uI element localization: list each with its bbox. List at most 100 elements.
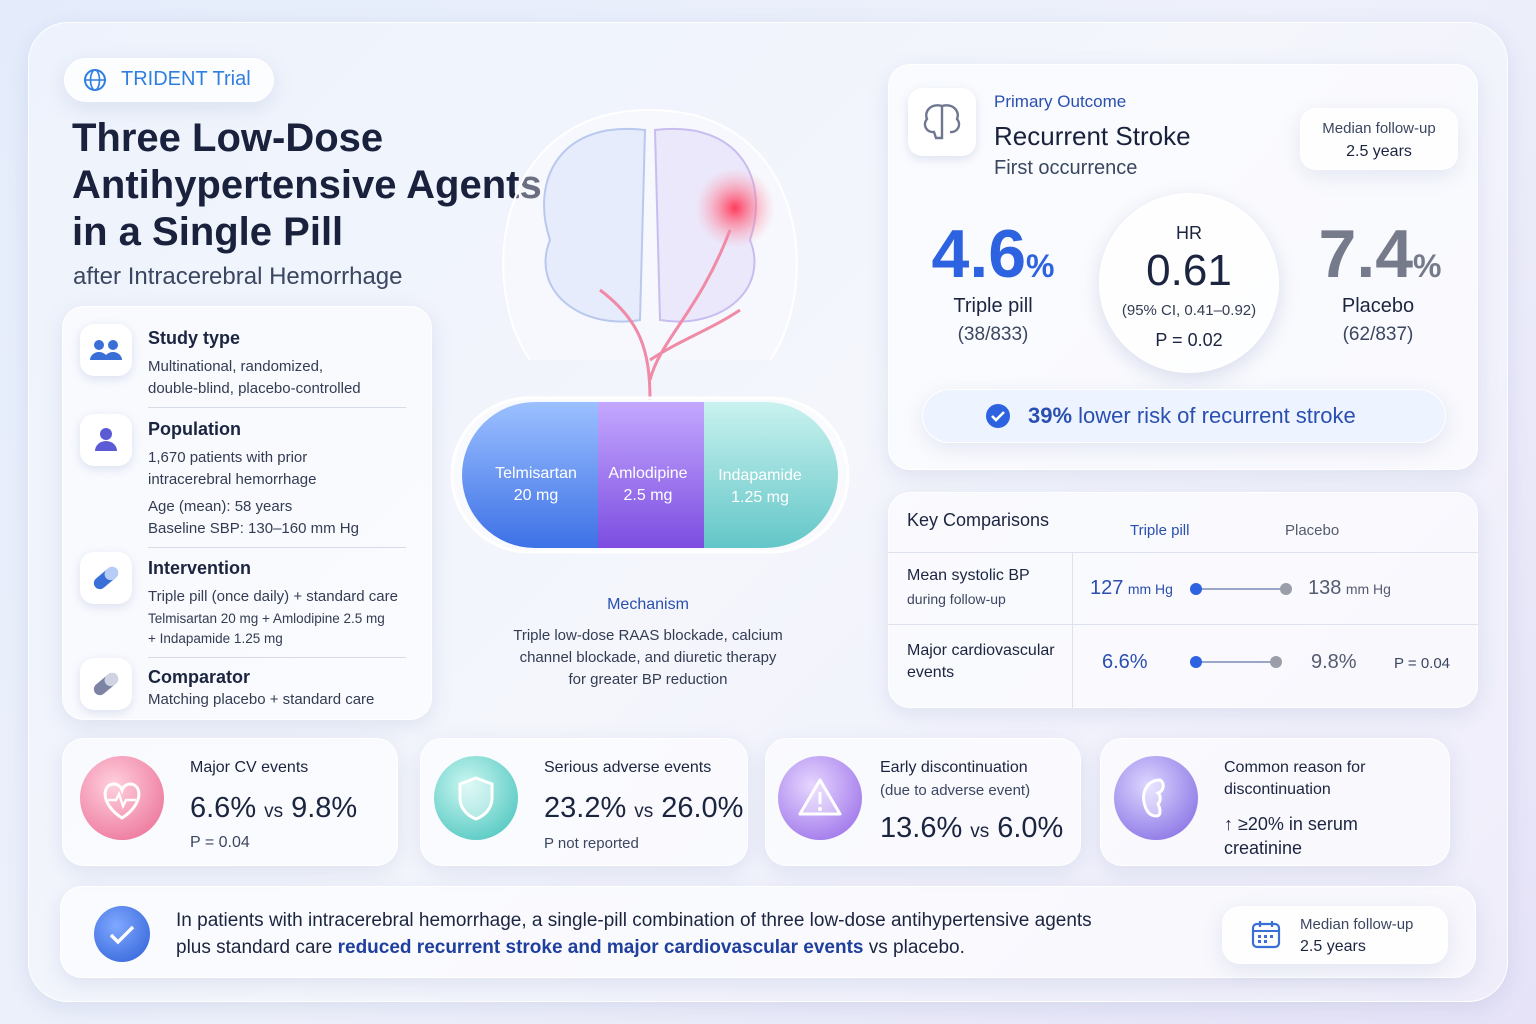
stat-title: Serious adverse events — [544, 759, 712, 776]
triple-value: 6.6% — [1102, 651, 1148, 673]
drug: Indapamide — [718, 467, 802, 484]
follow-up-label: Median follow-up — [1300, 916, 1414, 933]
risk-text: 39% lower risk of recurrent stroke — [1028, 403, 1356, 429]
item-title: Study type — [148, 328, 241, 348]
arm-name: Placebo — [1341, 295, 1415, 317]
text: lower risk of recurrent stroke — [1078, 403, 1356, 428]
stat-note: P = 0.04 — [190, 834, 250, 851]
outcome-title: Recurrent Stroke — [994, 121, 1191, 151]
hr-p: P = 0.02 — [1155, 330, 1223, 350]
text: plus standard care — [176, 937, 333, 958]
vs: vs — [970, 821, 990, 842]
stat-values: 6.6% vs 9.8% — [190, 792, 357, 825]
heart-icon — [80, 756, 164, 840]
stat-title: discontinuation — [1224, 781, 1331, 798]
hr-circle — [1099, 193, 1279, 373]
title: in a Single Pill — [72, 210, 344, 254]
calendar-icon — [1251, 921, 1281, 949]
hr-value: 0.61 — [1146, 246, 1232, 295]
stat-values: 13.6% vs 6.0% — [880, 812, 1063, 845]
item-small: + Indapamide 1.25 mg — [148, 631, 283, 646]
comparison-slider — [1190, 656, 1282, 668]
item-text: intracerebral hemorrhage — [148, 471, 317, 488]
value: 4.6 — [931, 216, 1027, 292]
value-b: 26.0% — [661, 792, 744, 824]
icon — [80, 658, 132, 710]
item-text: 1,670 patients with prior — [148, 449, 308, 466]
stat-values: 23.2% vs 26.0% — [544, 792, 743, 825]
comparisons-title: Key Comparisons — [907, 510, 1050, 530]
separator — [148, 407, 406, 408]
unit: % — [1413, 248, 1442, 284]
row-divider — [888, 552, 1478, 553]
stat-text: creatinine — [1224, 838, 1303, 858]
item-text: Triple pill (once daily) + standard care — [148, 588, 398, 605]
separator — [148, 657, 406, 658]
col-divider — [1072, 552, 1073, 708]
text: vs placebo. — [868, 937, 965, 958]
follow-up-box — [1300, 108, 1458, 170]
icon — [80, 414, 132, 466]
subtitle: after Intracerebral Hemorrhage — [73, 263, 403, 290]
mechanism-title: Mechanism — [607, 596, 689, 613]
line: for greater BP reduction — [568, 671, 728, 688]
value-a: 23.2% — [544, 792, 627, 824]
warning-icon — [778, 756, 862, 840]
item-text: double-blind, placebo-controlled — [148, 380, 361, 397]
value-b: 6.0% — [997, 812, 1064, 844]
stat-title: Common reason for — [1224, 759, 1366, 776]
col-header: Placebo — [1285, 522, 1340, 539]
row-sub: during follow-up — [907, 591, 1006, 607]
check-icon — [94, 906, 150, 962]
value: 138 — [1308, 577, 1342, 599]
check-icon — [986, 404, 1010, 428]
item-title: Comparator — [148, 667, 251, 687]
value-a: 13.6% — [880, 812, 963, 844]
study-card — [62, 306, 432, 720]
brain-pill-illustration — [450, 108, 850, 554]
p-value: P = 0.04 — [1394, 655, 1451, 672]
title: Antihypertensive Agents — [72, 163, 542, 207]
outcome-subtitle: First occurrence — [994, 157, 1138, 179]
hr-label: HR — [1176, 223, 1202, 243]
badge-text: TRIDENT Trial — [121, 68, 251, 90]
comparisons-card — [888, 492, 1478, 708]
row-label: Major cardiovascular — [907, 642, 1055, 659]
row-label: Mean systolic BP — [907, 567, 1030, 584]
unit: mm Hg — [1345, 581, 1391, 597]
item-text: Age (mean): 58 years — [148, 498, 293, 515]
mechanism-text: Triple low-dose RAAS blockade, calcium ch… — [480, 625, 816, 691]
vs: vs — [264, 801, 284, 822]
conclusion-line: In patients with intracerebral hemorrhag… — [176, 910, 1092, 931]
item-small: Telmisartan 20 mg + Amlodipine 2.5 mg — [148, 611, 385, 626]
item-text: Baseline SBP: 130–160 mm Hg — [148, 520, 359, 537]
item-title: Population — [148, 419, 241, 439]
separator — [148, 547, 406, 548]
unit: mm Hg — [1127, 581, 1173, 597]
stat-title: Early discontinuation — [880, 759, 1028, 776]
shield-icon — [434, 756, 518, 840]
placebo-rate: 7.4% — [1300, 215, 1460, 293]
row-label: events — [907, 664, 955, 681]
brain-icon — [908, 88, 976, 156]
icon — [80, 324, 132, 376]
row-divider — [888, 624, 1478, 625]
value: 7.4 — [1318, 216, 1414, 292]
hr-ci: (95% CI, 0.41–0.92) — [1121, 302, 1257, 319]
line: Triple low-dose RAAS blockade, calcium — [513, 627, 783, 644]
line: channel blockade, and diuretic therapy — [519, 649, 777, 666]
item-text: Matching placebo + standard care — [148, 691, 375, 708]
highlight: reduced recurrent stroke and major cardi… — [337, 937, 864, 958]
pill-label: Indapamide 1.25 mg — [704, 465, 816, 509]
value-b: 9.8% — [291, 792, 358, 824]
arm-name: Triple pill — [953, 295, 1033, 317]
follow-up-label: Median follow-up — [1322, 120, 1436, 137]
follow-up-value: 2.5 years — [1300, 938, 1366, 955]
item-text: Multinational, randomized, — [148, 358, 324, 375]
triple-value: 127 mm Hg — [1090, 577, 1173, 600]
highlight: 39% — [1028, 403, 1073, 428]
icon — [80, 552, 132, 604]
value-a: 6.6% — [190, 792, 257, 824]
arm-count: (38/833) — [957, 324, 1029, 345]
